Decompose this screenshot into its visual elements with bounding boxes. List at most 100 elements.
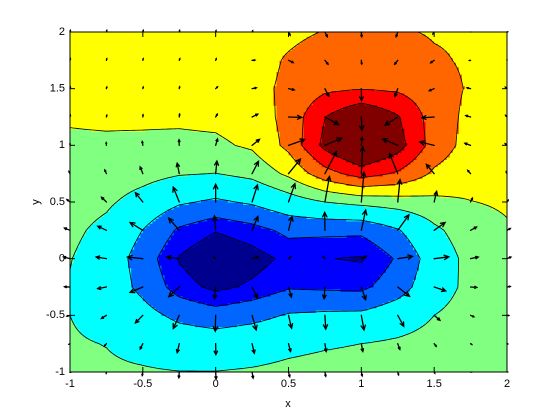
contour-fill <box>142 145 180 175</box>
quiver-arrow <box>251 343 256 355</box>
contour-fill <box>179 202 217 227</box>
quiver-arrow <box>212 256 217 260</box>
contour-fill <box>324 289 362 312</box>
contour-fill <box>252 289 289 316</box>
contour-fill <box>361 298 399 316</box>
quiver-arrow <box>323 343 328 353</box>
contour-fill <box>70 32 107 61</box>
contour-fill <box>288 230 326 238</box>
contour-cell <box>252 343 289 373</box>
contour-fill <box>361 60 399 90</box>
contour-fill <box>106 230 144 260</box>
contour-fill <box>470 145 508 175</box>
contour-fill <box>142 176 180 203</box>
y-tick-label: 2 <box>59 26 65 38</box>
quiver-arrow <box>383 116 399 127</box>
contour-fill <box>324 60 362 90</box>
quiver-arrow <box>128 286 144 294</box>
quiver-arrow <box>61 255 71 260</box>
contour-fill <box>215 230 253 245</box>
contour-fill <box>434 258 459 288</box>
contour-fill <box>252 32 289 61</box>
contour-fill <box>324 235 362 260</box>
contour-fill <box>361 230 399 260</box>
contour-fill <box>215 60 253 90</box>
contour-cell <box>288 202 326 231</box>
contour-fill <box>282 173 289 177</box>
contour-cell <box>106 117 144 146</box>
contour-fill <box>324 343 362 373</box>
contour-cell <box>434 315 472 345</box>
contour-cell <box>179 258 217 288</box>
contour-fill <box>397 315 435 338</box>
quiver-arrow <box>506 285 512 288</box>
contour-fill <box>397 173 435 198</box>
quiver-arrow <box>178 57 181 61</box>
contour-fill <box>361 32 399 61</box>
contour-fill <box>142 301 162 316</box>
quiver-arrow <box>396 178 403 203</box>
contour-fill <box>434 145 456 168</box>
contour-fill <box>252 287 289 300</box>
contour-fill <box>179 232 217 260</box>
quiver-arrow <box>287 343 292 353</box>
quiver-arrow <box>142 85 145 90</box>
contour-fill <box>470 287 508 316</box>
contour-cell <box>470 60 508 90</box>
contour-cell <box>470 230 508 260</box>
contour-fill <box>288 32 326 61</box>
contour-fill <box>179 117 217 135</box>
quiver-arrow <box>469 196 474 203</box>
contour-fill <box>288 343 326 359</box>
contour-cell <box>288 315 326 345</box>
contour-cell <box>288 117 326 146</box>
contour-cell <box>142 343 180 373</box>
quiver-arrow <box>167 286 180 298</box>
contour-fill <box>70 287 107 316</box>
contour-cell <box>288 60 326 90</box>
contour-fill <box>397 230 420 260</box>
contour-cell <box>179 202 217 231</box>
quiver-arrow <box>175 161 181 175</box>
contour-cell <box>252 88 289 118</box>
contour-fill <box>288 88 326 118</box>
contour-fill <box>324 32 362 61</box>
contour-fill <box>88 213 107 231</box>
contour-fill <box>252 357 289 373</box>
quiver-arrow <box>359 145 366 175</box>
contour-cell <box>324 88 362 118</box>
contour-cell <box>215 315 253 345</box>
contour-fill <box>252 202 289 215</box>
contour-fill <box>215 258 253 288</box>
contour-cell <box>106 173 144 203</box>
contour-cell <box>142 88 180 118</box>
quiver-arrow <box>165 254 180 261</box>
contour-cell <box>324 173 362 203</box>
contour-cell <box>215 173 253 203</box>
quiver-arrow <box>360 286 367 302</box>
contour-fill <box>361 258 393 288</box>
contour-cell <box>252 287 289 316</box>
quiver-arrow <box>251 371 255 380</box>
contour-fill <box>70 117 107 132</box>
contour-fill <box>434 315 472 345</box>
contour-fill <box>288 202 326 220</box>
contour-fill <box>397 145 405 153</box>
contour-fill <box>252 60 280 90</box>
contour-fill <box>470 60 508 90</box>
quiver-arrow <box>433 343 438 348</box>
contour-cell <box>70 343 107 373</box>
contour-fill <box>282 53 289 61</box>
quiver-arrow <box>433 286 448 293</box>
contour-fill <box>434 117 459 146</box>
contour-fill <box>106 287 144 316</box>
contour-fill <box>70 173 107 203</box>
contour-cell <box>470 258 508 288</box>
contour-cell <box>252 173 289 203</box>
contour-cell <box>324 117 362 146</box>
quiver-arrow <box>433 189 439 203</box>
contour-fill <box>252 246 274 260</box>
contour-fill <box>434 230 459 260</box>
quiver-arrow <box>287 157 302 175</box>
contour-fill <box>321 145 326 149</box>
